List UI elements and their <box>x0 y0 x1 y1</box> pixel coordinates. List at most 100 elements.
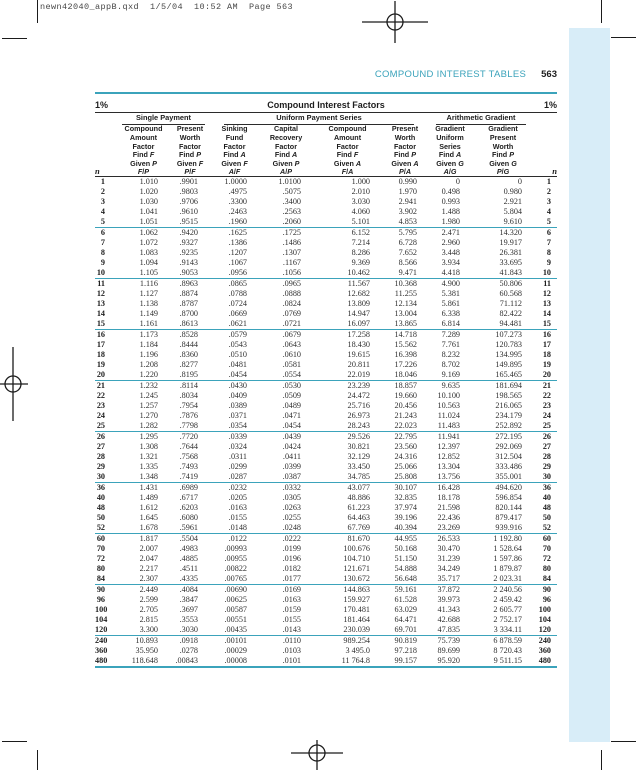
row-n-value: 240 <box>538 636 552 645</box>
factor-value: 40.394 <box>382 523 429 534</box>
factor-value: 12.852 <box>437 452 461 461</box>
row-n-value: 8 <box>100 248 105 257</box>
factor-value: 30.821 <box>347 442 371 451</box>
table-row: 19 1.208 .8277 .0481 .0581 20.811 17.226 8.702 1… <box>95 360 557 370</box>
factor-value: 1 879.87 <box>493 564 523 573</box>
factor-value: 43.077 <box>347 483 371 492</box>
factor-value: .2563 <box>282 207 302 216</box>
row-n-value: 21 <box>542 381 552 390</box>
factor-value: .7798 <box>170 421 211 432</box>
factor-value: 9.169 <box>428 370 473 381</box>
factor-value: .00587 <box>224 605 248 614</box>
factor-value: 61.223 <box>347 503 371 512</box>
factor-value: .0439 <box>282 432 302 441</box>
row-n-value: 21 <box>96 381 105 390</box>
print-slug: newn42040_appB.qxd 1/5/04 10:52 AM Page … <box>40 2 294 12</box>
factor-value: 1.308 <box>139 442 158 451</box>
factor-value: .0643 <box>282 340 302 349</box>
factor-value: 22.019 <box>313 370 383 381</box>
row-n-value: 14 <box>542 309 552 318</box>
row-n-value: 17 <box>96 340 105 349</box>
factor-value: 1.105 <box>117 268 170 279</box>
factor-value: 47.835 <box>428 625 473 636</box>
factor-value: 13.004 <box>394 309 418 318</box>
factor-value: 1.000 <box>351 177 371 186</box>
factor-value: .0918 <box>179 636 199 645</box>
factor-value: 37.872 <box>437 585 461 594</box>
factor-value: 120.783 <box>495 340 523 349</box>
row-n-value: 8 <box>546 248 552 257</box>
row-n-value: 3 <box>100 197 105 206</box>
factor-value: .9901 <box>179 177 199 186</box>
factor-value: 1.980 <box>428 217 473 228</box>
factor-value: .4975 <box>228 187 248 196</box>
factor-value: .3030 <box>170 625 211 636</box>
table-row: 104 2.815 .3553 .00551 .0155 181.464 64.471 42.… <box>95 615 557 625</box>
factor-value: .7493 <box>179 462 199 471</box>
factor-value: 22.795 <box>394 432 418 441</box>
factor-value: 3.030 <box>351 197 371 206</box>
factor-value: .0454 <box>259 421 314 432</box>
table-row: 14 1.149 .8700 .0669 .0769 14.947 13.004 6.338 8… <box>95 309 557 319</box>
row-n-value: 26 <box>542 432 552 441</box>
factor-value: 7.761 <box>441 340 461 349</box>
factor-value: .6080 <box>179 513 199 522</box>
factor-value: 30.470 <box>437 544 461 553</box>
factor-value: .0724 <box>228 299 248 308</box>
factor-value: 1.488 <box>441 207 461 216</box>
factor-value: 0.990 <box>398 177 418 186</box>
row-n-value: 26 <box>96 432 105 441</box>
factor-value: .9053 <box>170 268 211 279</box>
row-n-value: 72 <box>96 554 105 563</box>
factor-value: 19.615 <box>347 350 371 359</box>
factor-value: .0182 <box>282 564 302 573</box>
factor-value: 216.065 <box>495 401 523 410</box>
factor-value: 181.694 <box>495 381 523 390</box>
factor-value: .7876 <box>179 411 199 420</box>
column-group-header: Single Payment <box>117 113 210 125</box>
factor-value: 1.161 <box>117 319 170 330</box>
factor-value: .00765 <box>210 574 260 585</box>
factor-value: 19.917 <box>499 238 523 247</box>
table-row: 22 1.245 .8034 .0409 .0509 24.472 19.660 10.100… <box>95 391 557 401</box>
factor-value: .8444 <box>179 340 199 349</box>
factor-value: .7644 <box>179 442 199 451</box>
factor-value: .0199 <box>282 544 302 553</box>
factor-value: 61.528 <box>394 595 418 604</box>
factor-value: .0143 <box>259 625 314 636</box>
factor-value: 2.815 <box>139 615 158 624</box>
row-n-value: 20 <box>95 370 117 381</box>
table-row: 9 1.094 .9143 .1067 .1167 9.369 8.566 3.934 33.6… <box>95 258 557 268</box>
row-n-value: 360 <box>538 646 552 655</box>
factor-value: 144.863 <box>343 585 371 594</box>
row-n-value: 70 <box>542 544 552 553</box>
factor-value: 355.001 <box>472 472 535 483</box>
factor-value: .0387 <box>259 472 314 483</box>
factor-value: 9.471 <box>382 268 429 279</box>
factor-value: 165.465 <box>472 370 535 381</box>
row-n-value: 96 <box>542 595 552 604</box>
factor-value: 17.226 <box>394 360 418 369</box>
column-group-header: Uniform Payment Series <box>210 113 428 125</box>
factor-value: 18.430 <box>347 340 371 349</box>
factor-value: .0389 <box>228 401 248 410</box>
factor-value: .7419 <box>170 472 211 483</box>
factor-value: 8 720.43 <box>493 646 523 655</box>
factor-value: 1.010 <box>139 177 158 186</box>
header-rule <box>95 92 557 94</box>
factor-value: .8195 <box>170 370 211 381</box>
factor-value: 48.886 <box>347 493 371 502</box>
factor-value: .8114 <box>179 381 199 390</box>
factor-value: .9235 <box>179 248 199 257</box>
table-row: 360 35.950 .0278 .00029 .0103 3 495.0 97.218 89… <box>95 646 557 656</box>
factor-value: 11.567 <box>347 279 371 288</box>
factor-value: .3400 <box>282 197 302 206</box>
factor-value: 25.066 <box>394 462 418 471</box>
factor-value: 33.695 <box>499 258 523 267</box>
row-n-value: 7 <box>100 238 105 247</box>
factor-value: 8.702 <box>441 360 461 369</box>
factor-value: 159.927 <box>343 595 371 604</box>
factor-value: 1.232 <box>139 381 158 390</box>
factor-value: 14.947 <box>347 309 371 318</box>
factor-value: .1486 <box>282 238 302 247</box>
